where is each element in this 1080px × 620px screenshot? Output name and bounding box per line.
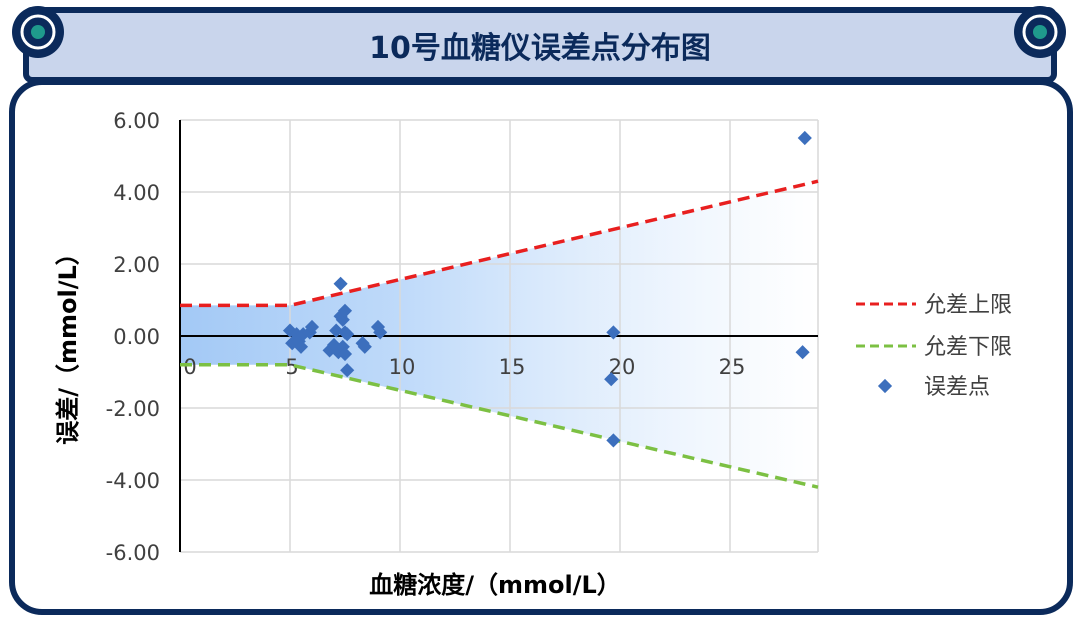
x-tick-label: 25 [719, 355, 746, 379]
x-tick-label: 0 [183, 355, 196, 379]
error-point [340, 363, 355, 378]
y-axis-label: 误差/（mmol/L） [54, 241, 82, 445]
error-point [333, 276, 348, 291]
error-point [797, 130, 812, 146]
x-tick-label: 15 [499, 355, 526, 379]
chart-title: 10号血糖仪误差点分布图 [369, 31, 711, 66]
y-tick-label: 4.00 [113, 181, 160, 205]
plot-area: 6.004.002.000.00-2.00-4.00-6.000 5 10 15 20 2… [106, 109, 819, 565]
error-point [373, 325, 388, 340]
legend: 允差上限 允差下限 误差点 [856, 293, 1012, 400]
error-point [795, 345, 810, 360]
legend-points-label: 误差点 [924, 375, 990, 400]
right-ring-icon [1014, 6, 1066, 58]
legend-points-swatch [877, 378, 893, 394]
x-tick-label: 10 [389, 355, 416, 379]
legend-lower-label: 允差下限 [924, 335, 1012, 360]
error-point [337, 346, 353, 362]
left-ring-icon [12, 6, 64, 58]
error-point [340, 327, 355, 342]
x-axis-label: 血糖浓度/（mmol/L） [369, 571, 621, 599]
error-point [606, 325, 621, 340]
x-tick-label: 5 [285, 355, 298, 379]
tolerance-band [180, 181, 818, 488]
y-tick-label: -6.00 [106, 541, 160, 565]
y-tick-label: -4.00 [106, 469, 160, 493]
error-point [337, 303, 353, 318]
y-tick-label: 0.00 [113, 325, 160, 349]
y-tick-label: 6.00 [113, 109, 160, 133]
error-point [304, 319, 320, 335]
y-tick-label: 2.00 [113, 253, 160, 277]
error-point [293, 339, 309, 354]
error-point [357, 339, 372, 354]
error-point [606, 433, 621, 448]
legend-upper-label: 允差上限 [924, 293, 1012, 318]
error-point [604, 372, 619, 387]
y-tick-label: -2.00 [106, 397, 160, 421]
